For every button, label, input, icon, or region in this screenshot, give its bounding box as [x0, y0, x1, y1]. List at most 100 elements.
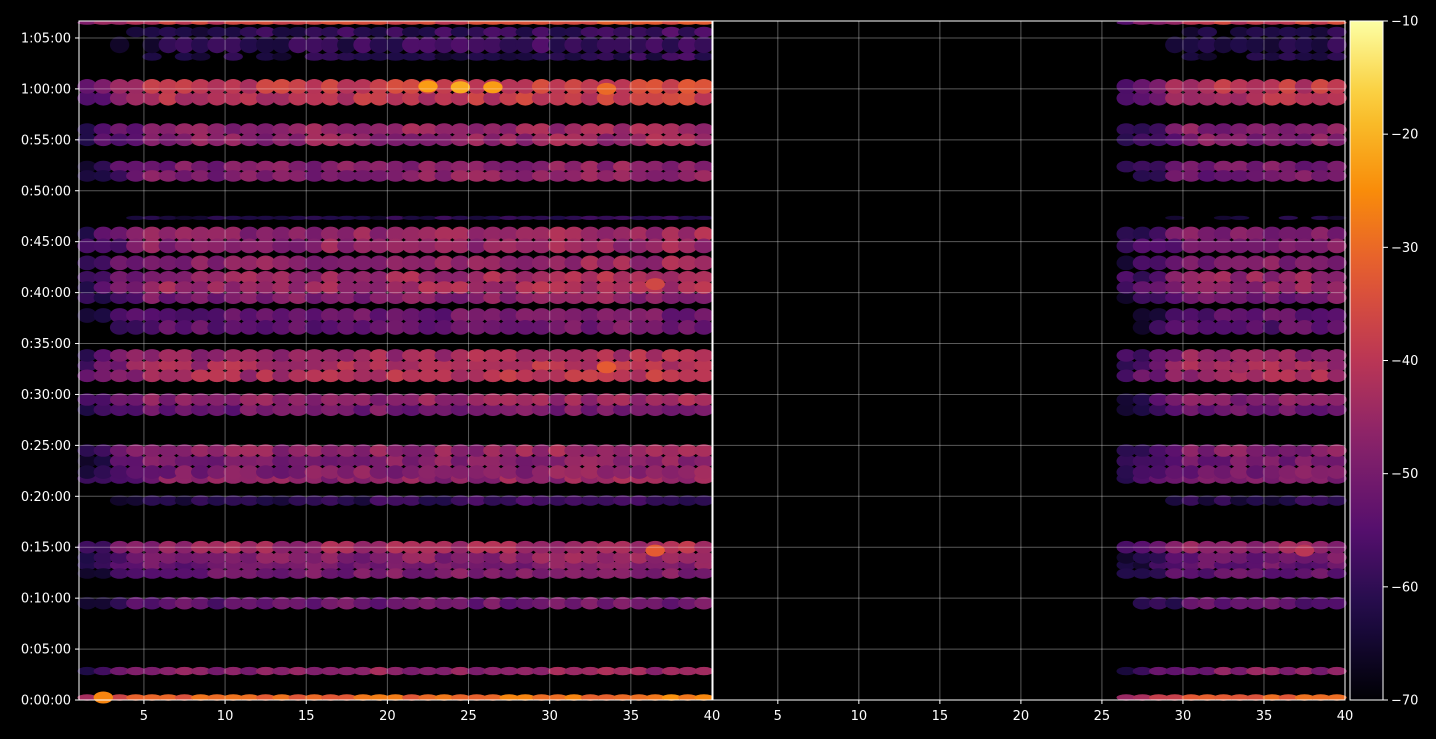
- heat-cell: [596, 308, 617, 323]
- heat-cell: [77, 666, 97, 676]
- heat-cell: [191, 320, 211, 335]
- heat-cell: [596, 170, 617, 182]
- heat-cell: [499, 444, 519, 457]
- y-tick-label: 0:15:00: [21, 541, 71, 556]
- heat-cell: [1327, 403, 1347, 417]
- heat-cell: [272, 454, 292, 468]
- heat-cell: [353, 465, 373, 479]
- heat-cell: [1197, 540, 1218, 554]
- heat-cell: [613, 238, 633, 254]
- heat-cell: [450, 444, 471, 457]
- heat-cell: [207, 596, 227, 610]
- heat-cell: [223, 359, 243, 372]
- heat-cell: [661, 495, 682, 506]
- x-axis-tick-labels: 5 10 15 20 25 30 35 40 5 10 15 20 25 30 35 40: [140, 700, 1353, 724]
- heat-cell: [515, 79, 535, 94]
- heat-cell: [1197, 291, 1218, 305]
- heat-cell: [402, 393, 422, 406]
- heat-cell: [580, 349, 600, 362]
- heat-cell: [531, 238, 552, 254]
- heat-cell: [256, 551, 276, 564]
- heat-cell: [272, 568, 292, 579]
- heat-cell: [596, 369, 617, 383]
- heat-cell: [353, 255, 373, 271]
- heat-cell: [1165, 215, 1185, 220]
- heat-cell: [191, 596, 211, 610]
- heat-cell: [1197, 90, 1218, 106]
- heat-cell: [320, 26, 341, 38]
- heat-cell: [1262, 568, 1282, 579]
- heat-cell: [564, 20, 584, 25]
- heat-cell: [1132, 160, 1153, 173]
- heat-cell: [515, 403, 535, 417]
- heat-cell: [353, 596, 373, 610]
- heat-cell: [564, 349, 584, 362]
- heat-cell: [272, 349, 292, 362]
- heat-cell: [434, 369, 454, 383]
- heat-cell: [239, 666, 260, 676]
- heat-cell: [109, 271, 130, 284]
- heat-cell: [288, 495, 308, 506]
- heat-cell: [1165, 596, 1185, 610]
- heat-cell: [369, 226, 389, 242]
- heat-cell: [531, 369, 552, 383]
- heat-cell: [1181, 226, 1201, 242]
- heat-cell: [1165, 666, 1185, 676]
- heat-cell: [126, 540, 146, 554]
- heat-cell: [126, 551, 146, 564]
- heat-cell: [369, 215, 389, 220]
- heat-cell: [499, 160, 519, 173]
- heat-cell: [564, 465, 584, 479]
- heat-cell: [1262, 26, 1282, 38]
- heat-cell: [678, 281, 698, 294]
- heat-cell: [93, 666, 114, 676]
- x-tick-label: 25: [460, 709, 477, 724]
- heat-cell: [256, 454, 276, 468]
- heat-cell: [320, 36, 341, 54]
- heat-cell: [337, 540, 357, 554]
- heat-cell: [1148, 369, 1169, 383]
- heat-cell: [109, 255, 130, 271]
- heat-cell: [109, 349, 130, 362]
- heat-cell: [239, 20, 260, 25]
- heat-cell: [288, 36, 308, 54]
- heat-cell: [531, 271, 552, 284]
- heat-cell: [142, 551, 162, 564]
- heat-cell: [93, 271, 114, 284]
- heat-cell: [531, 20, 552, 25]
- heat-cell: [385, 26, 406, 38]
- heat-cell: [93, 255, 114, 271]
- heat-cell: [499, 281, 519, 294]
- heat-cell: [548, 238, 568, 254]
- heat-cell: [191, 465, 211, 479]
- heat-cell: [613, 79, 633, 94]
- heat-cell: [337, 694, 357, 701]
- heat-cell: [694, 215, 714, 220]
- heat-cell: [385, 123, 406, 136]
- heat-cell: [1246, 79, 1266, 94]
- heat-cell: [1197, 596, 1218, 610]
- heat-cell: [548, 255, 568, 271]
- heat-cell: [256, 403, 276, 417]
- heat-cell: [320, 52, 341, 61]
- heat-cell: [1213, 20, 1234, 25]
- heat-cell: [304, 255, 324, 271]
- heat-cell: [369, 465, 389, 479]
- heat-cell: [1311, 79, 1331, 94]
- heat-cell: [1327, 26, 1347, 38]
- heat-cell: [564, 551, 584, 564]
- heat-cell: [1213, 444, 1234, 457]
- heat-cell: [1213, 393, 1234, 406]
- y-tick-label: 0:20:00: [21, 490, 71, 505]
- heat-cell: [109, 596, 130, 610]
- heat-cell: [126, 666, 146, 676]
- heat-cell: [1197, 369, 1218, 383]
- heat-cell: [678, 551, 698, 564]
- heat-cell: [174, 403, 195, 417]
- heat-cell: [450, 238, 471, 254]
- heat-cell: [142, 495, 162, 506]
- heat-cell: [1246, 349, 1266, 362]
- heat-cell: [467, 281, 487, 294]
- panel-1-cells: [77, 20, 714, 704]
- heat-cell: [515, 465, 535, 479]
